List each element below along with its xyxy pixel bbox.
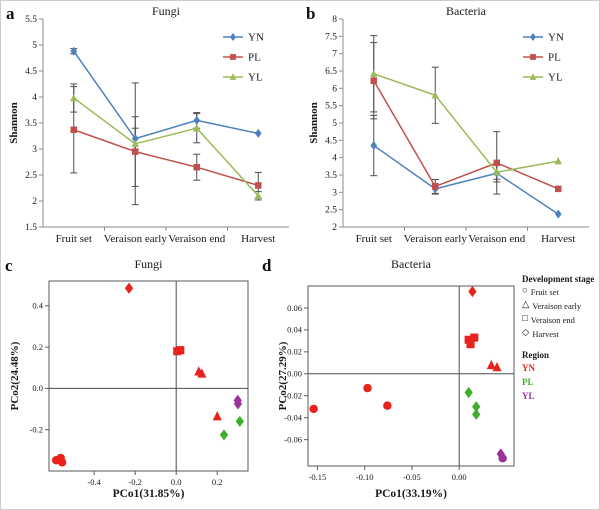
svg-text:-0.05: -0.05 — [403, 472, 421, 482]
svg-text:6.5: 6.5 — [325, 67, 337, 77]
legend-region-block: Region YN PL YL — [522, 349, 599, 403]
svg-text:0.02: 0.02 — [287, 347, 302, 357]
svg-text:5: 5 — [332, 119, 337, 129]
panel-c-letter: c — [5, 256, 13, 275]
svg-text:3: 3 — [32, 145, 37, 155]
svg-text:3.5: 3.5 — [325, 171, 337, 181]
panel-b-ylabel: Shannon — [308, 102, 320, 144]
svg-text:2: 2 — [332, 223, 337, 233]
diamond-marker-icon: ◇ — [522, 328, 530, 339]
svg-text:-0.4: -0.4 — [87, 477, 101, 487]
svg-text:5.5: 5.5 — [325, 102, 337, 112]
svg-text:-0.2: -0.2 — [30, 424, 43, 434]
svg-text:-0.15: -0.15 — [309, 472, 327, 482]
svg-text:1.5: 1.5 — [25, 223, 37, 233]
svg-text:5.5: 5.5 — [25, 15, 37, 25]
svg-text:YL: YL — [548, 72, 563, 84]
legend-item-label: Fruit set — [530, 287, 559, 297]
svg-text:2: 2 — [32, 197, 37, 207]
svg-text:0.0: 0.0 — [32, 383, 43, 393]
legend-region-yn: YN — [522, 363, 535, 373]
panel-c-scatter-chart: -0.4 -0.2 0.0 0.2 -0.2 0.0 0.2 0.4 — [30, 280, 249, 487]
legend-item-fruit-set: ○ Fruit set — [522, 285, 599, 299]
square-marker-icon: □ — [522, 314, 528, 325]
svg-text:Veraison early: Veraison early — [404, 233, 468, 245]
panel-b-title: Bacteria — [446, 4, 486, 18]
legend-region-yl: YL — [522, 391, 535, 401]
svg-text:YN: YN — [248, 32, 264, 44]
legend-item-label: Harvest — [532, 329, 559, 339]
svg-text:0.06: 0.06 — [287, 303, 302, 313]
panel-a-line-chart: 1.5 2 2.5 3 3.5 4 4.5 5 5.5 Fruit set Veraison ear… — [25, 15, 289, 245]
svg-text:YN: YN — [548, 32, 564, 44]
svg-text:2.5: 2.5 — [325, 206, 337, 216]
svg-text:0.4: 0.4 — [32, 301, 43, 311]
svg-text:3.5: 3.5 — [25, 119, 37, 129]
svg-text:4: 4 — [332, 154, 337, 164]
svg-text:-0.04: -0.04 — [284, 413, 302, 423]
svg-text:Harvest: Harvest — [241, 233, 275, 245]
panel-d-title: Bacteria — [391, 257, 431, 271]
svg-text:2.5: 2.5 — [25, 171, 37, 181]
svg-text:5: 5 — [32, 41, 37, 51]
svg-text:3: 3 — [332, 188, 337, 198]
svg-text:7.5: 7.5 — [325, 32, 337, 42]
legend-item-label: Veraison early — [532, 301, 582, 311]
svg-text:0.2: 0.2 — [212, 477, 223, 487]
svg-text:0.2: 0.2 — [32, 342, 43, 352]
svg-text:0.0: 0.0 — [171, 477, 182, 487]
svg-text:YL: YL — [248, 72, 263, 84]
panel-d-scatter-chart: -0.15 -0.10 -0.05 0.00 -0.06 -0.04 -0.02 0.00 0.… — [284, 285, 515, 482]
panel-d-letter: d — [262, 256, 272, 275]
svg-text:0.00: 0.00 — [452, 472, 467, 482]
panel-c-title: Fungi — [134, 257, 163, 271]
panel-c-xlabel: PCo1(31.85%) — [112, 488, 185, 500]
svg-text:-0.10: -0.10 — [356, 472, 374, 482]
svg-text:Veraison end: Veraison end — [168, 233, 226, 245]
svg-text:-0.2: -0.2 — [128, 477, 141, 487]
svg-text:PL: PL — [248, 52, 261, 64]
svg-text:Fruit set: Fruit set — [56, 233, 92, 245]
svg-text:PL: PL — [548, 52, 561, 64]
pcoa-legend: Development stage ○ Fruit set △ Veraison… — [522, 273, 599, 403]
svg-text:6: 6 — [332, 84, 337, 94]
svg-text:0.04: 0.04 — [287, 325, 303, 335]
svg-text:-0.02: -0.02 — [284, 391, 302, 401]
legend-region-pl: PL — [522, 377, 534, 387]
legend-title-development-stage: Development stage — [522, 274, 595, 284]
svg-text:4.5: 4.5 — [325, 136, 337, 146]
panel-a-title: Fungi — [151, 4, 180, 18]
panel-a-letter: a — [6, 4, 15, 23]
panel-b-line-chart: 2 2.5 3 3.5 4 4.5 5 5.5 6 6.5 7 7.5 8 Fruit set Verais… — [325, 15, 589, 245]
legend-item-veraison-end: □ Veraison end — [522, 313, 599, 327]
svg-text:7: 7 — [332, 50, 337, 60]
legend-title-region: Region — [522, 350, 549, 360]
legend-item-label: Veraison end — [530, 315, 575, 325]
svg-text:0.00: 0.00 — [287, 369, 302, 379]
triangle-marker-icon: △ — [522, 300, 530, 311]
legend-item-veraison-early: △ Veraison early — [522, 299, 599, 313]
svg-text:-0.06: -0.06 — [284, 434, 302, 444]
panel-a-ylabel: Shannon — [8, 102, 20, 144]
svg-text:4: 4 — [32, 93, 37, 103]
panel-b-letter: b — [306, 4, 316, 23]
panel-d-ylabel: PCo2(27.29%) — [277, 341, 289, 411]
svg-text:Veraison early: Veraison early — [104, 233, 168, 245]
panel-c-ylabel: PCo2(24.48%) — [9, 341, 21, 411]
panel-d-xlabel: PCo1(33.19%) — [375, 488, 447, 500]
svg-text:8: 8 — [332, 15, 337, 25]
svg-text:4.5: 4.5 — [25, 67, 37, 77]
svg-text:Harvest: Harvest — [541, 233, 575, 245]
svg-text:Veraison end: Veraison end — [468, 233, 526, 245]
legend-item-harvest: ◇ Harvest — [522, 327, 599, 341]
svg-text:Fruit set: Fruit set — [356, 233, 392, 245]
circle-marker-icon: ○ — [522, 286, 528, 297]
